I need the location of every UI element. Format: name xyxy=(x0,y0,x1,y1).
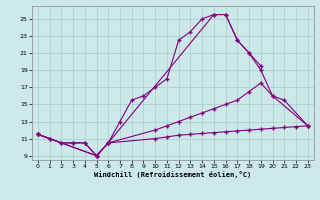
X-axis label: Windchill (Refroidissement éolien,°C): Windchill (Refroidissement éolien,°C) xyxy=(94,171,252,178)
